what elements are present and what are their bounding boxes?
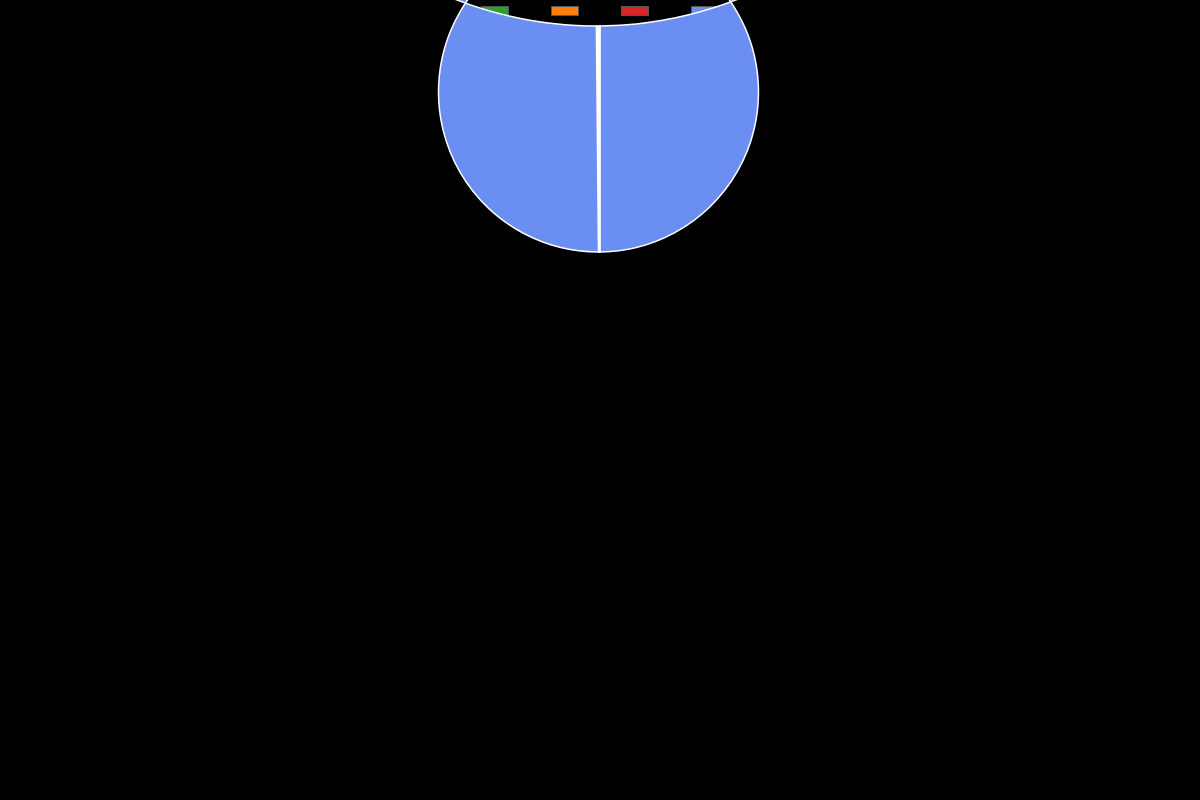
donut-slice [210, 0, 982, 252]
chart-container [0, 0, 1200, 800]
donut-chart [0, 0, 1200, 800]
